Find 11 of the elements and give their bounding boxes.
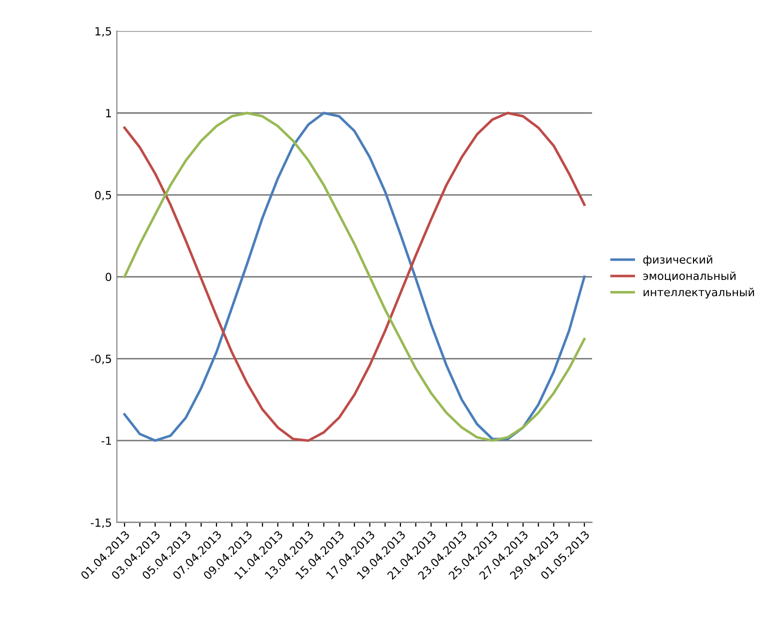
y-tick-label: -0,5 bbox=[90, 354, 112, 364]
y-tick-label: 0 bbox=[106, 272, 112, 282]
legend-label: интеллектуальный bbox=[644, 288, 754, 298]
y-tick-label: 1 bbox=[106, 109, 111, 118]
y-tick-label: 1,5 bbox=[96, 27, 112, 37]
line-series bbox=[123, 112, 586, 442]
y-tick-label: -1,5 bbox=[90, 518, 112, 528]
y-tick-label: -1 bbox=[101, 436, 111, 445]
legend-label: физический bbox=[643, 255, 712, 266]
y-tick-label: 0,5 bbox=[95, 190, 112, 200]
legend-label: эмоциональный bbox=[643, 271, 736, 282]
